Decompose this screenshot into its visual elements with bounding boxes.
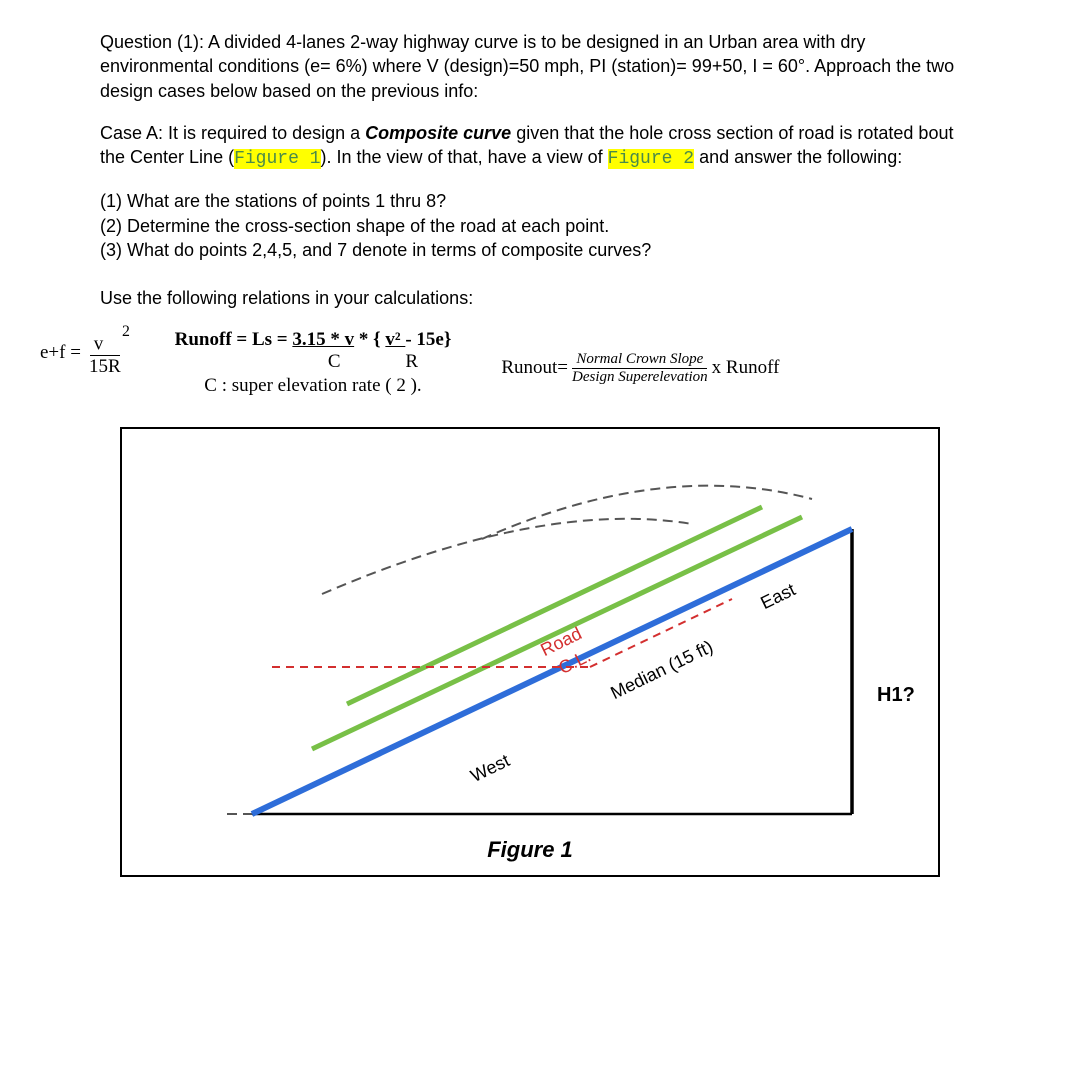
ef-lhs: e+f =: [40, 342, 81, 364]
question-title: Question (1): A divided 4-lanes 2-way hi…: [100, 30, 980, 103]
formula-runoff: Runoff = Ls = 3.15 * v * { v² - 15e} C R…: [175, 329, 452, 397]
label-h1: H1?: [877, 684, 915, 707]
runoff-c: C: [328, 351, 341, 372]
formulas-row: e+f = v 2 15R Runoff = Ls = 3.15 * v * {…: [100, 329, 980, 397]
runout-den: Design Superelevation: [568, 369, 712, 386]
runoff-note: C : super elevation rate ( 2 ).: [175, 375, 452, 397]
case-a-suffix: and answer the following:: [694, 147, 902, 167]
ef-fraction: v 2 15R: [85, 329, 125, 378]
runout-fraction: Normal Crown Slope Design Superelevation: [568, 351, 712, 386]
composite-curve-bold: Composite curve: [365, 123, 511, 143]
figure1-box: East Median (15 ft) West Road C.L. H1? F…: [120, 427, 940, 877]
runoff-c-r-row: C R: [295, 351, 452, 373]
runout-suffix: x Runoff: [712, 357, 780, 379]
west-road-edge-line: [252, 529, 852, 814]
ef-num-base: v: [94, 333, 104, 354]
ef-num: v 2: [90, 329, 120, 356]
subquestions-block: (1) What are the stations of points 1 th…: [100, 189, 980, 262]
arc-dash-1: [322, 518, 692, 593]
runoff-eq: Runoff = Ls = 3.15 * v * { v² - 15e}: [175, 329, 452, 351]
runoff-r: R: [405, 351, 418, 372]
figure1-ref-highlight: Figure 1: [234, 149, 320, 169]
case-a-prefix: Case A: It is required to design a: [100, 123, 365, 143]
arc-dash-2: [482, 485, 812, 538]
subq-1: (1) What are the stations of points 1 th…: [100, 189, 980, 213]
ef-num-exp: 2: [122, 323, 130, 340]
figure2-ref-highlight: Figure 2: [608, 149, 694, 169]
median-line-outer: [347, 507, 762, 704]
runout-num: Normal Crown Slope: [572, 351, 707, 369]
case-a-mid2: ). In the view of that, have a view of: [321, 147, 608, 167]
formula-ef: e+f = v 2 15R: [40, 329, 125, 378]
case-a-text: Case A: It is required to design a Compo…: [100, 121, 980, 172]
ef-den: 15R: [85, 356, 125, 378]
runout-lhs: Runout=: [501, 357, 568, 379]
use-relations-text: Use the following relations in your calc…: [100, 286, 980, 310]
figure1-caption: Figure 1: [122, 837, 938, 863]
formula-runout: Runout= Normal Crown Slope Design Supere…: [501, 351, 779, 386]
subq-2: (2) Determine the cross-section shape of…: [100, 214, 980, 238]
figure1-svg: [122, 429, 942, 879]
subq-3: (3) What do points 2,4,5, and 7 denote i…: [100, 238, 980, 262]
